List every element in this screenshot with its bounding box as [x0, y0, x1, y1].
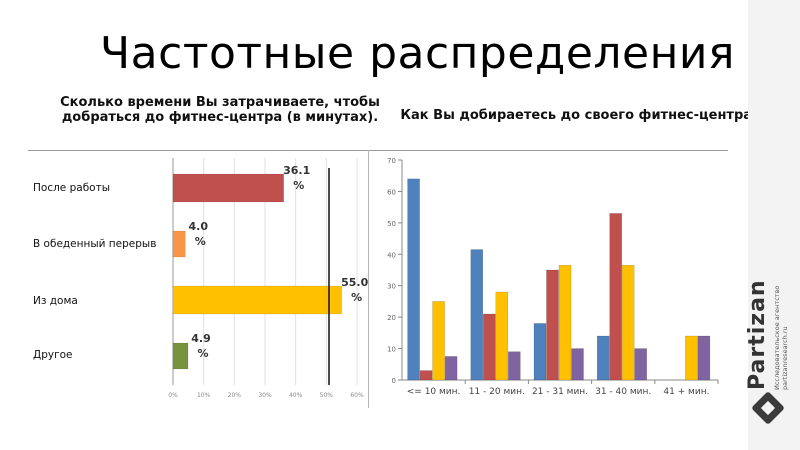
bar — [172, 173, 284, 203]
y-tick-label: 40 — [387, 251, 396, 259]
x-tick-label: 40% — [289, 392, 303, 399]
bar — [432, 301, 445, 381]
bar — [508, 351, 521, 381]
data-label-unit: % — [198, 347, 209, 360]
y-tick-label: 30 — [387, 283, 396, 291]
x-tick-label: 20% — [228, 392, 242, 399]
x-tick-label: 31 - 40 мин. — [595, 387, 651, 397]
category-label: Другое — [33, 349, 73, 361]
brand-tagline-1: Исследовательское агентство — [773, 285, 781, 390]
y-tick-label: 60 — [387, 188, 396, 196]
y-tick-label: 70 — [387, 157, 396, 165]
x-tick-label: 21 - 31 мин. — [532, 387, 588, 397]
bar — [571, 348, 584, 381]
brand-name: Partizan — [745, 279, 770, 390]
bar — [444, 356, 458, 381]
y-tick-label: 0 — [392, 377, 396, 385]
y-tick-label: 10 — [387, 346, 396, 354]
brand-strip — [748, 0, 800, 450]
data-label-value: 4.0 — [189, 220, 209, 233]
data-label-unit: % — [293, 179, 304, 192]
category-label: После работы — [33, 182, 111, 194]
bar — [470, 249, 484, 381]
page-title: Частотные распределения — [100, 28, 735, 79]
bar — [172, 285, 342, 315]
bar — [621, 265, 635, 381]
bar — [634, 348, 647, 381]
bar — [407, 178, 420, 381]
data-label-unit: % — [351, 291, 362, 304]
title-divider — [28, 150, 728, 151]
charts-divider — [368, 150, 369, 408]
bar — [495, 291, 509, 381]
bar — [546, 269, 559, 381]
data-label-value: 4.9 — [191, 332, 211, 345]
bar — [609, 213, 622, 381]
x-tick-label: 50% — [320, 392, 334, 399]
left-chart-title: Сколько времени Вы затрачиваете, чтобы д… — [60, 95, 380, 125]
bar — [697, 335, 711, 381]
x-tick-label: 41 + мин. — [663, 387, 709, 397]
x-tick-label: 10% — [197, 392, 211, 399]
brand-tagline-2: partizanresearch.ru — [781, 326, 789, 390]
bar — [172, 342, 189, 370]
x-tick-label: 0% — [168, 392, 178, 399]
bar — [172, 230, 186, 258]
bar — [685, 335, 698, 381]
x-tick-label: 11 - 20 мин. — [469, 387, 525, 397]
y-tick-label: 20 — [387, 314, 396, 322]
y-tick-label: 50 — [387, 220, 396, 228]
category-label: Из дома — [33, 295, 78, 307]
bar — [419, 370, 433, 381]
right-chart-title: Как Вы добираетесь до своего фитнес-цент… — [400, 108, 760, 123]
data-label-unit: % — [195, 235, 206, 248]
data-label-value: 55.0 — [341, 276, 368, 289]
bar — [596, 335, 610, 381]
bar — [558, 265, 572, 381]
x-tick-label: 60% — [350, 392, 364, 399]
brand-logo-text: Partizan — [745, 279, 770, 390]
x-tick-label: 30% — [258, 392, 272, 399]
category-label: В обеденный перерыв — [33, 238, 157, 250]
data-label-value: 36.1 — [283, 164, 310, 177]
bar — [483, 313, 496, 381]
bar — [533, 323, 547, 381]
x-tick-label: <= 10 мин. — [407, 387, 461, 397]
brand-tagline: Исследовательское агентство partizanrese… — [773, 286, 789, 390]
